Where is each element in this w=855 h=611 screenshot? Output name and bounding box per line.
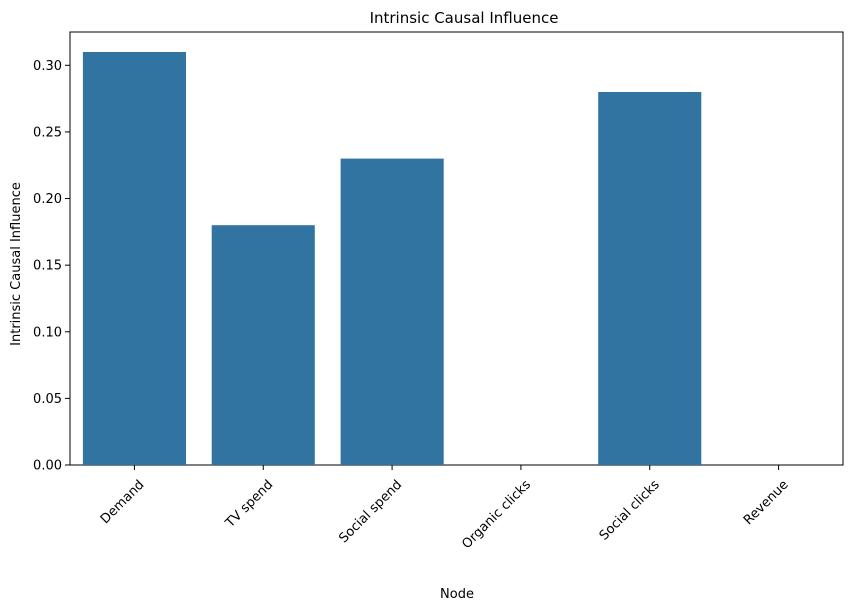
y-axis-label: Intrinsic Causal Influence: [9, 182, 24, 346]
y-ticks: 0.00 0.05 0.10 0.15 0.20 0.25 0.30: [33, 59, 70, 474]
y-tick-label: 0.10: [33, 325, 62, 340]
bar-social-clicks: [598, 92, 702, 465]
x-tick-label: TV spend: [222, 477, 276, 531]
x-tick-label: Organic clicks: [459, 477, 534, 552]
bars-layer: [82, 52, 702, 465]
y-tick-label: 0.25: [33, 125, 62, 140]
x-tick-label: Social clicks: [597, 477, 663, 543]
bar-tv-spend: [211, 225, 315, 465]
plot-area: [69, 31, 844, 466]
y-tick-label: 0.00: [33, 459, 62, 474]
y-tick-label: 0.30: [33, 59, 62, 74]
plot-frame: [69, 31, 844, 466]
x-tick-label: Revenue: [741, 477, 792, 528]
chart-title: Intrinsic Causal Influence: [370, 9, 559, 27]
bar-social-spend: [340, 158, 444, 465]
bar-demand: [82, 52, 186, 465]
y-tick-label: 0.20: [33, 192, 62, 207]
y-tick-label: 0.05: [33, 392, 62, 407]
x-ticks: Demand TV spend Social spend Organic clicks…: [98, 465, 792, 552]
y-tick-label: 0.15: [33, 259, 62, 274]
x-tick-label: Social spend: [336, 477, 405, 546]
x-axis-label: Node: [440, 587, 474, 602]
x-tick-label: Demand: [98, 477, 148, 527]
